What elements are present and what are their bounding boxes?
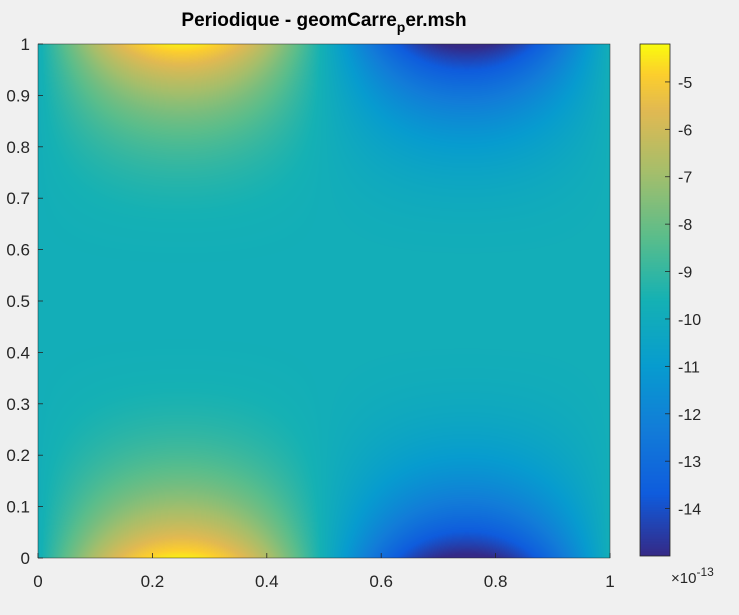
chart-title-subscript: p bbox=[397, 19, 406, 35]
colorbar-tick-label: -14 bbox=[678, 502, 701, 519]
colorbar-tick-label: -6 bbox=[678, 122, 692, 139]
colorbar-tick-label: -13 bbox=[678, 454, 701, 471]
x-tick-label: 1 bbox=[605, 572, 614, 591]
y-tick-label: 0.7 bbox=[6, 189, 30, 208]
x-tick-label: 0.4 bbox=[255, 572, 279, 591]
y-tick-label: 0.5 bbox=[6, 292, 30, 311]
y-tick-label: 0.8 bbox=[6, 138, 30, 157]
y-tick-label: 0.1 bbox=[6, 498, 30, 517]
chart-title-suffix: er.msh bbox=[405, 10, 466, 31]
x-tick-label: 0.8 bbox=[484, 572, 508, 591]
y-tick-label: 0.3 bbox=[6, 395, 30, 414]
colorbar-tick-label: -11 bbox=[678, 359, 700, 376]
colorbar-frame bbox=[639, 43, 671, 557]
y-tick-label: 0.6 bbox=[6, 241, 30, 260]
colorbar-tick-label: -9 bbox=[678, 265, 692, 282]
x-tick-label: 0 bbox=[33, 572, 42, 591]
colorbar-tick-label: -10 bbox=[678, 312, 701, 329]
x-tick-label: 0.2 bbox=[141, 572, 165, 591]
colorbar-ticks: -5 -6 -7 -8 -9 -10 -11 -12 -13 -14 bbox=[665, 75, 701, 519]
x-axis: 0 0.2 0.4 0.6 0.8 1 bbox=[33, 553, 615, 591]
colorbar-exponent: ×10-13 bbox=[671, 565, 714, 587]
colorbar-tick-label: -12 bbox=[678, 407, 701, 424]
chart-title-main: Periodique - geomCarre bbox=[181, 10, 396, 31]
colorbar-exponent-power: -13 bbox=[696, 565, 714, 579]
y-tick-label: 0.9 bbox=[6, 86, 30, 105]
colorbar-gradient bbox=[640, 44, 670, 556]
colorbar-exponent-base: ×10 bbox=[671, 570, 696, 587]
y-tick-label: 0.4 bbox=[6, 343, 30, 362]
colorbar-tick-label: -8 bbox=[678, 217, 692, 234]
colorbar: -5-6-7-8-9-10-11-12-13-14 ×10-13 bbox=[639, 43, 714, 587]
colorbar-tick-label: -5 bbox=[678, 75, 692, 92]
colorbar-tick-label: -7 bbox=[678, 170, 692, 187]
y-axis: 0 0.1 0.2 0.3 0.4 0.5 0.6 0.7 0.8 0.9 1 bbox=[6, 35, 43, 568]
y-tick-label: 1 bbox=[21, 35, 30, 54]
y-tick-label: 0 bbox=[21, 549, 30, 568]
heatmap-image bbox=[38, 44, 610, 558]
y-tick-label: 0.2 bbox=[6, 446, 30, 465]
x-tick-label: 0.6 bbox=[369, 572, 393, 591]
chart-title: Periodique - geomCarreper.msh bbox=[181, 10, 466, 35]
plot-area bbox=[37, 43, 611, 559]
